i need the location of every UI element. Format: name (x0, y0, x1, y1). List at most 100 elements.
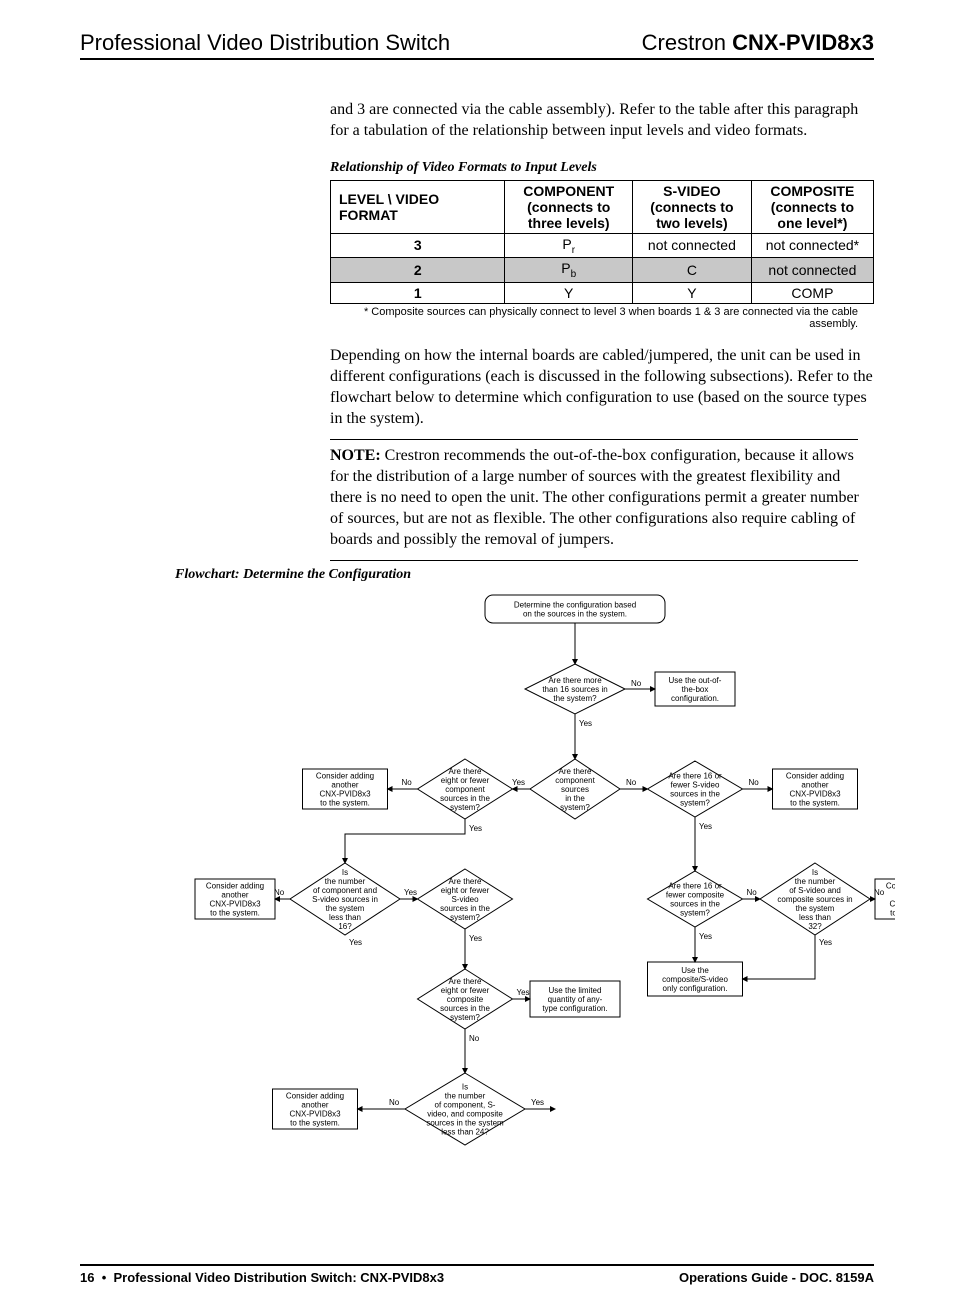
svg-text:component: component (445, 785, 485, 794)
divider-top (330, 439, 858, 440)
svg-text:the system: the system (796, 904, 835, 913)
svg-text:No: No (469, 1034, 480, 1043)
svg-text:on the sources in the system.: on the sources in the system. (523, 610, 627, 619)
svg-text:Consider adding: Consider adding (786, 772, 844, 781)
svg-text:No: No (874, 888, 885, 897)
table-footnote: * Composite sources can physically conne… (330, 306, 858, 330)
svg-text:CNX-PVID8x3: CNX-PVID8x3 (789, 790, 841, 799)
svg-text:No: No (631, 679, 642, 688)
svg-text:No: No (274, 888, 285, 897)
svg-text:fewer S-video: fewer S-video (671, 781, 720, 790)
col-head-composite: COMPOSITE (connects to one level*) (751, 180, 873, 233)
table-row: 2PbCnot connected (331, 258, 874, 283)
svg-text:No: No (749, 778, 760, 787)
footer-left-text: Professional Video Distribution Switch: … (114, 1270, 445, 1285)
table-row: 1YYCOMP (331, 283, 874, 304)
svg-text:the number: the number (445, 1092, 486, 1101)
svg-text:Yes: Yes (469, 824, 482, 833)
svg-text:than 16 sources in: than 16 sources in (542, 685, 607, 694)
svg-text:type configuration.: type configuration. (542, 1004, 607, 1013)
svg-text:to the system.: to the system. (320, 799, 370, 808)
svg-text:another: another (221, 891, 248, 900)
svg-text:Use the limited: Use the limited (549, 986, 602, 995)
svg-text:CNX-PVID8x3: CNX-PVID8x3 (889, 900, 895, 909)
svg-text:the system: the system (326, 904, 365, 913)
footer-left: 16 • Professional Video Distribution Swi… (80, 1270, 444, 1285)
note-paragraph: NOTE: Crestron recommends the out-of-the… (330, 446, 874, 550)
table-caption: Relationship of Video Formats to Input L… (330, 160, 874, 176)
intro-paragraph: and 3 are connected via the cable assemb… (330, 100, 874, 142)
svg-text:Use the: Use the (681, 966, 709, 975)
relationship-table: LEVEL \ VIDEO FORMAT COMPONENT (connects… (330, 180, 874, 305)
svg-text:sources in the system: sources in the system (426, 1119, 504, 1128)
svg-text:Yes: Yes (699, 822, 712, 831)
svg-text:Are there 16 or: Are there 16 or (668, 882, 722, 891)
svg-text:S-video: S-video (451, 895, 479, 904)
svg-text:Is: Is (812, 868, 818, 877)
svg-text:Are there: Are there (449, 877, 482, 886)
svg-text:Yes: Yes (404, 888, 417, 897)
header-right-brand: Crestron (642, 30, 732, 55)
svg-text:Yes: Yes (349, 938, 362, 947)
svg-text:No: No (402, 778, 413, 787)
flowchart-caption: Flowchart: Determine the Configuration (175, 567, 874, 583)
note-body: Crestron recommends the out-of-the-box c… (330, 447, 859, 547)
svg-text:system?: system? (680, 909, 710, 918)
svg-text:Are there: Are there (449, 767, 482, 776)
svg-text:system?: system? (450, 913, 480, 922)
footer-page-num: 16 (80, 1270, 94, 1285)
svg-text:Yes: Yes (517, 988, 530, 997)
col-head-component: COMPONENT (connects to three levels) (505, 180, 633, 233)
svg-text:the number: the number (325, 877, 366, 886)
svg-text:Yes: Yes (699, 932, 712, 941)
svg-text:Yes: Yes (469, 934, 482, 943)
table-row: 3Prnot connectednot connected* (331, 233, 874, 258)
svg-text:composite sources in: composite sources in (777, 895, 852, 904)
svg-text:eight or fewer: eight or fewer (441, 886, 490, 895)
svg-text:Yes: Yes (531, 1098, 544, 1107)
svg-text:CNX-PVID8x3: CNX-PVID8x3 (209, 900, 261, 909)
svg-text:of S-video and: of S-video and (789, 886, 841, 895)
svg-text:of component, S-: of component, S- (435, 1101, 496, 1110)
header-right-model: CNX-PVID8x3 (732, 30, 874, 55)
svg-text:Are there: Are there (559, 767, 592, 776)
svg-text:32?: 32? (808, 922, 822, 931)
svg-text:Are there more: Are there more (548, 676, 602, 685)
svg-text:sources: sources (561, 785, 589, 794)
svg-text:sources in the: sources in the (440, 794, 490, 803)
svg-text:Consider adding: Consider adding (316, 772, 374, 781)
svg-text:system?: system? (450, 1013, 480, 1022)
svg-text:No: No (626, 778, 637, 787)
svg-text:sources in the: sources in the (670, 900, 720, 909)
svg-text:S-video sources in: S-video sources in (312, 895, 378, 904)
svg-text:configuration.: configuration. (671, 694, 719, 703)
table-header-row: LEVEL \ VIDEO FORMAT COMPONENT (connects… (331, 180, 874, 233)
svg-text:system?: system? (560, 803, 590, 812)
footer-right: Operations Guide - DOC. 8159A (679, 1270, 874, 1285)
svg-text:quantity of any-: quantity of any- (548, 995, 603, 1004)
svg-text:the number: the number (795, 877, 836, 886)
svg-text:eight or fewer: eight or fewer (441, 986, 490, 995)
col-head-level: LEVEL \ VIDEO FORMAT (331, 180, 505, 233)
svg-text:No: No (389, 1098, 400, 1107)
svg-text:to the system.: to the system. (290, 1119, 340, 1128)
paragraph-configs: Depending on how the internal boards are… (330, 346, 874, 429)
svg-text:composite: composite (447, 995, 484, 1004)
svg-text:eight or fewer: eight or fewer (441, 776, 490, 785)
svg-text:sources in the: sources in the (670, 790, 720, 799)
svg-text:another: another (801, 781, 828, 790)
divider-bottom (330, 560, 858, 561)
svg-text:Consider adding: Consider adding (206, 882, 264, 891)
svg-text:to the system.: to the system. (890, 909, 895, 918)
svg-text:Is: Is (462, 1083, 468, 1092)
svg-text:the system?: the system? (553, 694, 597, 703)
svg-text:to the system.: to the system. (790, 799, 840, 808)
svg-text:fewer composite: fewer composite (666, 891, 725, 900)
svg-text:system?: system? (680, 799, 710, 808)
svg-text:Use the out-of-: Use the out-of- (669, 676, 722, 685)
svg-text:Yes: Yes (579, 719, 592, 728)
svg-text:Consider adding: Consider adding (286, 1092, 344, 1101)
svg-text:composite/S-video: composite/S-video (662, 975, 728, 984)
svg-text:less than 24?: less than 24? (441, 1128, 489, 1137)
flowchart: Determine the configuration basedon the … (175, 589, 895, 1214)
